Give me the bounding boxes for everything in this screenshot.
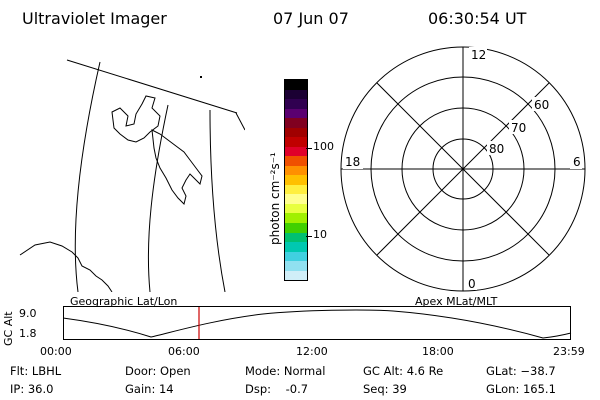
time-tick-1800: 18:00 <box>422 345 454 358</box>
lat-label-60: 60 <box>534 98 549 112</box>
colorbar-label: photon cm⁻²s⁻¹ <box>268 152 282 245</box>
colorbar-segment <box>285 222 307 233</box>
gain-value: Gain: 14 <box>125 382 174 396</box>
colorbar-segment <box>285 127 307 138</box>
mlt-line <box>376 82 550 256</box>
altitude-curve <box>63 309 572 339</box>
colorbar-segment <box>285 251 307 262</box>
map-grid-line <box>74 61 101 292</box>
gc-alt-axis-title: GC Alt <box>2 311 15 346</box>
lat-label-80: 80 <box>489 142 504 156</box>
altitude-timeline <box>63 306 572 340</box>
coastline-north-island <box>111 95 161 143</box>
coastline-south-island <box>151 129 203 205</box>
colorbar-segment <box>285 232 307 243</box>
geographic-map <box>19 59 245 292</box>
colorbar-segment <box>285 108 307 119</box>
colorbar-segment <box>285 165 307 176</box>
colorbar-segment <box>285 89 307 100</box>
colorbar-segment <box>285 270 307 281</box>
map-grid-line <box>209 109 226 292</box>
time-tick-1200: 12:00 <box>296 345 328 358</box>
colorbar-segment <box>285 156 307 166</box>
map-grid-line <box>147 104 169 292</box>
dsp-value: Dsp: -0.7 <box>245 382 309 396</box>
gc-alt-label-max: 9.0 <box>19 307 37 320</box>
colorbar-segment <box>285 137 307 147</box>
door-status: Door: Open <box>125 364 191 378</box>
colorbar-segment <box>285 184 307 195</box>
geo-longitude: GLon: 165.1 <box>486 382 556 396</box>
sequence-value: Seq: 39 <box>363 382 407 396</box>
date-label: 07 Jun 07 <box>273 9 349 28</box>
colorbar-tick <box>306 236 312 237</box>
colorbar-segment <box>285 118 307 128</box>
colorbar-tick-label-10: 10 <box>313 228 327 241</box>
colorbar-segment <box>285 99 307 109</box>
gc-alt-value: GC Alt: 4.6 Re <box>363 364 444 378</box>
colorbar-segment <box>285 203 307 214</box>
mlt-label-0: 0 <box>468 277 476 291</box>
colorbar-segment <box>285 242 307 252</box>
mode-value: Mode: Normal <box>245 364 326 378</box>
map-grid-line <box>235 112 245 131</box>
time-tick-0600: 06:00 <box>168 345 200 358</box>
flight-filter: Flt: LBHL <box>10 364 62 378</box>
colorbar-segment <box>285 175 307 185</box>
lat-label-70: 70 <box>511 121 526 135</box>
map-point <box>200 76 202 78</box>
mlt-label-18: 18 <box>345 155 360 169</box>
polar-plot: 12 18 6 0 60 70 80 <box>340 46 586 292</box>
geo-latitude: GLat: −38.7 <box>486 364 556 378</box>
gc-alt-label-min: 1.8 <box>19 327 37 340</box>
ip-value: IP: 36.0 <box>10 382 54 396</box>
colorbar-segment <box>285 80 307 90</box>
instrument-title: Ultraviolet Imager <box>22 9 167 28</box>
geographic-label: Geographic Lat/Lon <box>70 295 178 308</box>
colorbar-tick-label-100: 100 <box>313 140 334 153</box>
colorbar-segment <box>285 213 307 223</box>
time-tick-0000: 00:00 <box>40 345 72 358</box>
apex-label: Apex MLat/MLT <box>415 295 498 308</box>
map-grid-line <box>66 59 238 114</box>
colorbar-segment <box>285 194 307 204</box>
colorbar <box>284 79 308 281</box>
colorbar-segment <box>285 146 307 157</box>
mlt-label-6: 6 <box>573 155 581 169</box>
time-label: 06:30:54 UT <box>428 9 527 28</box>
coastline-antarctica <box>19 241 113 292</box>
colorbar-segment <box>285 261 307 271</box>
mlt-label-12: 12 <box>471 48 486 62</box>
time-tick-2359: 23:59 <box>553 345 585 358</box>
timeline-frame <box>63 306 571 340</box>
colorbar-tick <box>306 148 312 149</box>
